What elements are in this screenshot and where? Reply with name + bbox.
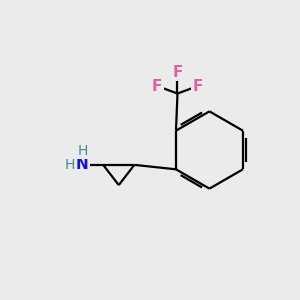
Text: F: F <box>193 79 203 94</box>
Text: H: H <box>65 158 75 172</box>
Text: H: H <box>77 145 88 158</box>
Text: N: N <box>76 158 89 172</box>
Text: F: F <box>152 79 162 94</box>
Text: F: F <box>172 64 183 80</box>
